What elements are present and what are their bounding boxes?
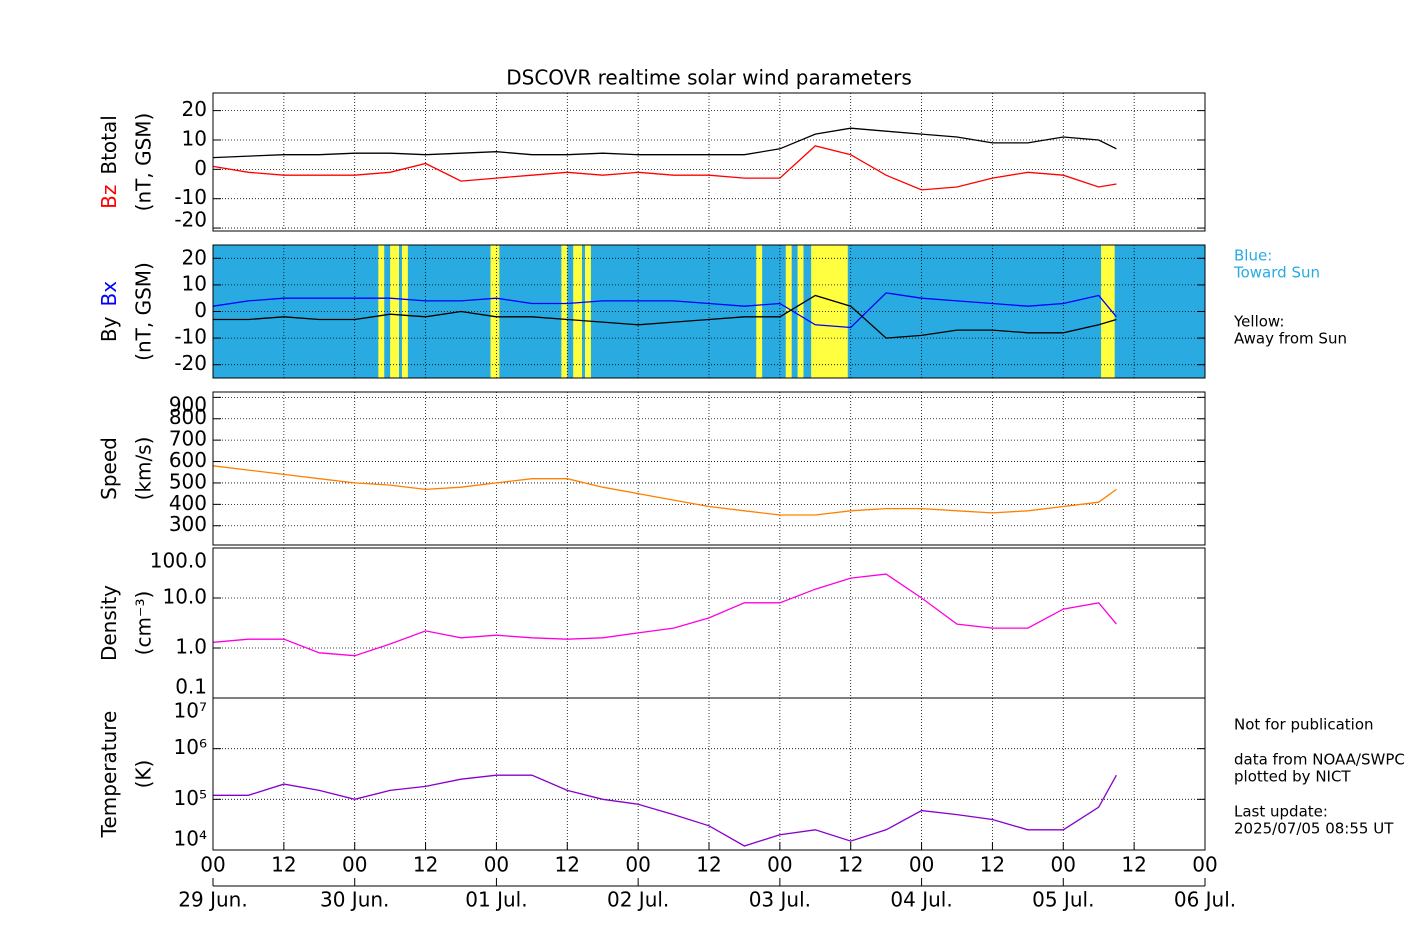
date-tick-label: 03 Jul.	[749, 888, 811, 912]
date-tick-label: 06 Jul.	[1174, 888, 1236, 912]
x-tick-label: 12	[696, 853, 721, 877]
y-tick-label: 600	[169, 448, 207, 472]
date-tick-label: 29 Jun.	[178, 888, 247, 912]
y-tick-label: 10⁵	[174, 786, 207, 810]
note: 2025/07/05 08:55 UT	[1234, 820, 1394, 838]
series-name: Speed	[97, 437, 121, 500]
y-tick-label: 0.1	[175, 675, 207, 699]
y-axis-units: (K)	[132, 760, 156, 789]
y-tick-label: -20	[174, 351, 207, 375]
x-tick-label: 00	[767, 853, 792, 877]
away-band	[811, 245, 848, 378]
date-tick-label: 05 Jul.	[1032, 888, 1094, 912]
y-axis-label: By Bx	[97, 281, 121, 342]
series-name: Density	[97, 585, 121, 661]
y-tick-label: 10	[182, 126, 207, 150]
date-tick-label: 30 Jun.	[320, 888, 389, 912]
away-band	[585, 245, 591, 378]
y-axis-label: Density	[97, 585, 121, 661]
away-band	[573, 245, 583, 378]
y-tick-label: 0	[194, 156, 207, 180]
y-tick-label: 900	[169, 393, 207, 417]
y-tick-label: -10	[174, 185, 207, 209]
y-tick-label: 10⁴	[174, 827, 207, 851]
y-tick-label: 10	[182, 271, 207, 295]
series-line	[212, 292, 1117, 329]
y-tick-label: 500	[169, 469, 207, 493]
series-line	[212, 145, 1117, 191]
panel-frame	[212, 391, 1206, 546]
y-axis-label: Temperature	[97, 711, 121, 839]
x-tick-label: 00	[1192, 853, 1217, 877]
y-axis-units: (nT, GSM)	[132, 262, 156, 361]
series-line	[212, 465, 1117, 516]
y-tick-label: -10	[174, 325, 207, 349]
chart-title: DSCOVR realtime solar wind parameters	[506, 66, 912, 90]
y-tick-label: 400	[169, 491, 207, 515]
y-tick-label: 700	[169, 427, 207, 451]
away-band	[390, 245, 399, 378]
panel-frame	[212, 92, 1206, 232]
note: plotted by NICT	[1234, 768, 1351, 786]
y-axis-label: Speed	[97, 437, 121, 500]
series-line	[212, 127, 1117, 159]
note: Not for publication	[1234, 716, 1374, 734]
x-tick-label: 00	[342, 853, 367, 877]
x-tick-label: 12	[1121, 853, 1146, 877]
y-tick-label: 10⁷	[174, 699, 207, 723]
y-tick-label: 1.0	[175, 635, 207, 659]
series-name: Bx	[97, 281, 121, 307]
x-tick-label: 12	[838, 853, 863, 877]
x-tick-label: 00	[484, 853, 509, 877]
x-tick-label: 00	[200, 853, 225, 877]
note: Toward Sun	[1233, 264, 1320, 282]
note: Yellow:	[1233, 313, 1284, 331]
y-tick-label: -20	[174, 208, 207, 232]
note: Away from Sun	[1234, 330, 1347, 348]
x-tick-label: 12	[271, 853, 296, 877]
x-tick-label: 12	[980, 853, 1005, 877]
series-name: By	[97, 316, 121, 342]
y-axis-units: (cm⁻³)	[132, 591, 156, 656]
y-axis-label: Bz Btotal	[97, 115, 121, 209]
y-tick-label: 20	[182, 97, 207, 121]
x-tick-label: 00	[625, 853, 650, 877]
note: Blue:	[1234, 247, 1272, 265]
date-tick-label: 01 Jul.	[465, 888, 527, 912]
note: Last update:	[1234, 803, 1328, 821]
note: data from NOAA/SWPC	[1234, 751, 1405, 769]
x-tick-label: 00	[909, 853, 934, 877]
y-tick-label: 800	[169, 405, 207, 429]
y-tick-label: 20	[182, 246, 207, 270]
away-band	[797, 245, 804, 378]
x-tick-label: 12	[555, 853, 580, 877]
series-name: Temperature	[97, 711, 121, 839]
y-tick-label: 0	[194, 298, 207, 322]
series-line	[213, 294, 1117, 339]
y-tick-label: 10⁶	[174, 735, 207, 759]
x-tick-label: 00	[1051, 853, 1076, 877]
date-tick-label: 02 Jul.	[607, 888, 669, 912]
x-tick-label: 12	[413, 853, 438, 877]
away-band	[490, 245, 500, 378]
panel-frame	[212, 244, 1206, 379]
y-tick-label: 10.0	[162, 585, 207, 609]
series-line	[213, 774, 1117, 847]
away-band	[401, 245, 408, 378]
y-axis-units: (nT, GSM)	[132, 113, 156, 212]
series-name: Bz	[97, 185, 121, 209]
y-tick-label: 100.0	[150, 549, 207, 573]
date-tick-label: 04 Jul.	[890, 888, 952, 912]
y-tick-label: 300	[169, 512, 207, 536]
series-name: Btotal	[97, 115, 121, 174]
y-axis-units: (km/s)	[132, 437, 156, 501]
series-line	[212, 573, 1117, 657]
